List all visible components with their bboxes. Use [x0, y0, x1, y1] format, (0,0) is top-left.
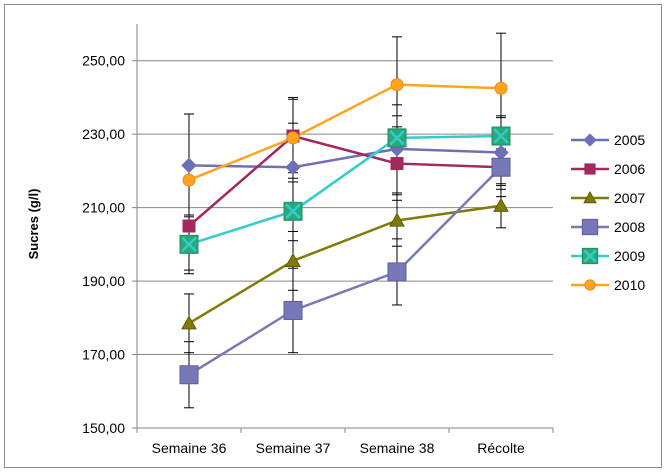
legend-label: 2009 [614, 248, 645, 264]
legend-item-2010: 2010 [571, 277, 645, 293]
data-point-2010 [390, 78, 404, 92]
legend-item-2009: 2009 [571, 247, 645, 265]
legend-item-2008: 2008 [571, 218, 645, 236]
y-tick-label: 230,00 [82, 126, 125, 142]
data-point-2008 [179, 365, 199, 385]
legend-label: 2006 [614, 161, 645, 177]
data-point-2005 [285, 159, 301, 175]
data-point-2007 [285, 252, 301, 267]
x-tick-label: Semaine 37 [256, 440, 331, 456]
data-point-2009 [283, 201, 303, 221]
legend-label: 2007 [614, 190, 645, 206]
series-line-2009 [188, 134, 502, 246]
y-axis-label: Sucres (g/l) [26, 189, 41, 260]
data-point-2009 [387, 128, 407, 148]
data-point-2007 [389, 212, 405, 227]
legend-label: 2008 [614, 219, 645, 235]
legend-item-2006: 2006 [571, 161, 645, 177]
data-point-2007 [181, 315, 197, 330]
data-point-2010 [494, 81, 508, 95]
y-tick-label: 170,00 [82, 347, 125, 363]
series-line-2007 [188, 204, 502, 325]
x-tick-label: Récolte [477, 440, 525, 456]
data-point-2009 [179, 234, 199, 254]
data-point-2008 [491, 157, 511, 177]
data-point-2005 [181, 157, 197, 174]
data-point-2006 [182, 219, 196, 233]
data-point-2007 [493, 197, 509, 212]
data-point-2010 [182, 173, 196, 187]
data-point-2010 [286, 131, 300, 145]
data-point-2008 [387, 262, 407, 282]
series-line-2006 [188, 134, 502, 227]
data-point-2006 [390, 157, 404, 171]
legend-item-2005: 2005 [571, 132, 645, 148]
legend-label: 2005 [614, 132, 645, 148]
legend-label: 2010 [614, 277, 645, 293]
series-line-2005 [188, 147, 502, 169]
y-tick-label: 190,00 [82, 273, 125, 289]
y-tick-label: 210,00 [82, 200, 125, 216]
data-point-2005 [493, 144, 509, 161]
x-tick-label: Semaine 36 [152, 440, 227, 456]
data-point-2008 [283, 300, 303, 320]
y-tick-label: 150,00 [82, 420, 125, 436]
series-line-2010 [188, 83, 502, 182]
x-tick-label: Semaine 38 [360, 440, 435, 456]
legend-item-2007: 2007 [571, 190, 645, 206]
chart-area [4, 4, 662, 468]
data-point-2009 [491, 126, 511, 146]
series-line-2008 [188, 166, 502, 376]
y-tick-label: 250,00 [82, 53, 125, 69]
